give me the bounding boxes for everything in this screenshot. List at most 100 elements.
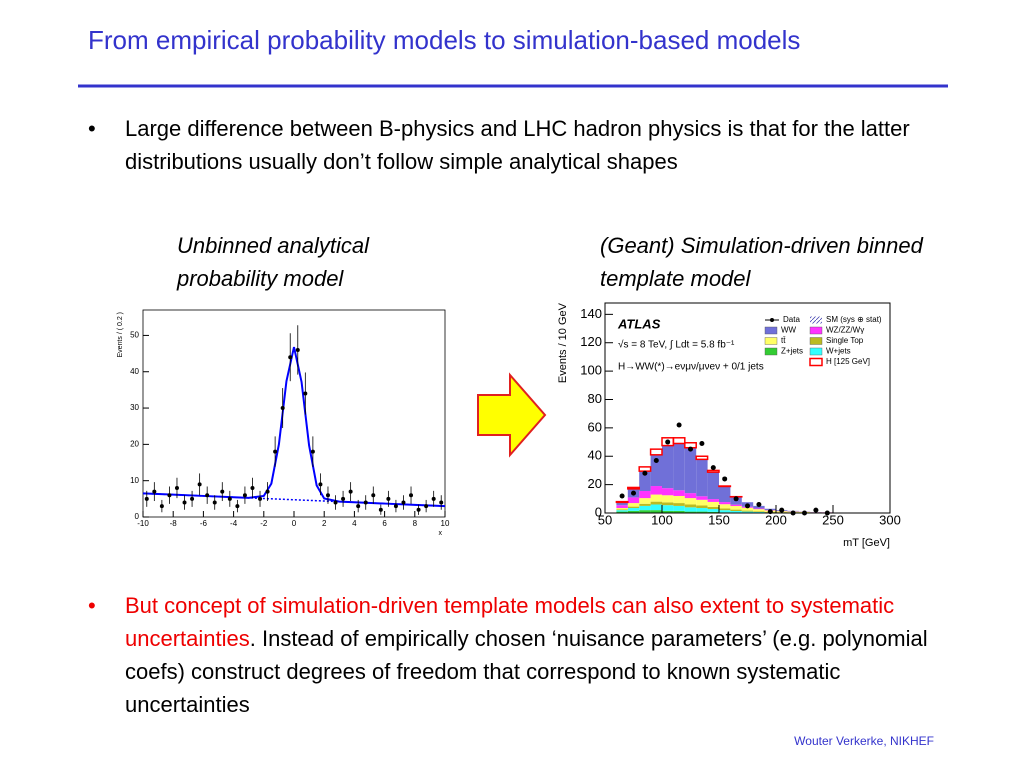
data-point: [401, 500, 406, 505]
x-tick-label: 300: [879, 512, 901, 527]
fit-curve: [142, 346, 446, 508]
histogram-bar: [650, 454, 662, 487]
data-point: [159, 504, 164, 509]
x-tick-label: -8: [170, 519, 178, 528]
x-tick-label: 50: [598, 512, 612, 527]
x-tick-label: -2: [260, 519, 268, 528]
histogram-bar: [639, 503, 651, 506]
histogram-bar: [639, 510, 651, 513]
histogram-bar: [684, 498, 697, 505]
histogram-bar: [730, 509, 742, 512]
histogram-bar: [684, 511, 697, 513]
legend-swatch: [809, 357, 823, 367]
legend-swatch: [764, 326, 778, 335]
histogram-bar: [706, 469, 720, 473]
histogram-bar: [753, 508, 765, 510]
data-point: [733, 496, 739, 502]
histogram-bar: [730, 506, 742, 510]
legend-label: SM (sys ⊕ stat): [826, 315, 882, 324]
histogram-bar: [707, 511, 719, 513]
data-point: [280, 406, 285, 411]
data-point: [710, 465, 716, 471]
data-point: [265, 489, 270, 494]
histogram-bar: [753, 505, 765, 509]
data-point: [779, 507, 785, 513]
histogram-bar: [662, 502, 674, 506]
legend-label: Z+jets: [781, 347, 803, 356]
data-point: [393, 504, 398, 509]
data-point: [242, 493, 247, 498]
histogram-bar: [616, 509, 628, 511]
histogram-bar: [639, 471, 651, 492]
y-tick-label: 20: [130, 439, 139, 448]
y-tick-label: 60: [588, 419, 602, 434]
histogram-bar: [696, 496, 708, 500]
data-point: [310, 449, 315, 454]
data-point: [341, 496, 346, 501]
x-tick-label: 100: [651, 512, 673, 527]
x-tick-label: 150: [708, 512, 730, 527]
legend-marker: [810, 316, 822, 324]
legend-label: Single Top: [826, 336, 864, 345]
annotation: H→WW(*)→eνμν/μνeν + 0/1 jets: [618, 362, 764, 373]
histogram-bar: [707, 472, 719, 500]
y-tick-label: 10: [130, 476, 139, 485]
bullet-dot: •: [88, 593, 96, 618]
x-tick-label: 8: [413, 519, 418, 528]
x-tick-label: 250: [822, 512, 844, 527]
data-point: [235, 504, 240, 509]
y-tick-label: 30: [130, 403, 139, 412]
bullet-text-rest: . Instead of empirically chosen ‘nuisanc…: [125, 626, 928, 717]
bullet-dot: •: [88, 116, 96, 141]
bullet-text: But concept of simulation-driven templat…: [125, 589, 948, 721]
histogram-bar: [616, 508, 628, 510]
histogram-bar: [719, 504, 731, 509]
data-point: [220, 489, 225, 494]
legend-swatch: [809, 347, 823, 356]
x-axis-label: mT [GeV]: [843, 537, 890, 549]
data-point: [295, 347, 300, 352]
histogram-bar: [684, 493, 697, 499]
data-point: [824, 510, 830, 516]
bullet: • But concept of simulation-driven templa…: [88, 589, 948, 721]
slide-title: From empirical probability models to sim…: [88, 25, 801, 55]
data-point: [167, 493, 172, 498]
caption: Unbinned analytical probability model: [177, 233, 370, 291]
data-point: [182, 500, 187, 505]
data-point: [144, 496, 149, 501]
histogram-bar: [627, 510, 640, 513]
histogram-bar: [684, 447, 697, 494]
data-point: [767, 509, 773, 515]
histogram-bar: [649, 448, 663, 456]
data-point: [205, 493, 210, 498]
data-point: [790, 510, 796, 516]
x-tick-label: 10: [441, 519, 450, 528]
histogram-bar: [730, 504, 742, 507]
data-point: [416, 507, 421, 512]
histogram-bar: [707, 506, 719, 510]
y-axis-label: Events / 10 GeV: [557, 302, 569, 383]
bullet: • Large difference between B-physics and …: [88, 112, 948, 178]
x-tick-label: -6: [200, 519, 208, 528]
data-point: [813, 507, 819, 513]
histogram-bar: [696, 508, 708, 512]
histogram-bar: [616, 510, 628, 512]
legend-swatch: [764, 347, 778, 356]
y-tick-label: 0: [595, 504, 602, 519]
histogram-bar: [673, 503, 685, 506]
bullet-text: Large difference between B-physics and L…: [125, 116, 910, 174]
histogram-bar: [627, 503, 640, 507]
histogram-bar: [662, 505, 674, 511]
histogram-bar: [684, 504, 697, 508]
histogram-bar: [673, 495, 685, 504]
histogram-bar: [639, 498, 651, 504]
histogram-bar: [673, 490, 685, 496]
histogram-bar: [673, 505, 685, 511]
y-tick-label: 50: [130, 331, 139, 340]
data-point: [653, 458, 659, 463]
data-point: [676, 422, 682, 428]
data-point: [802, 510, 807, 516]
data-point: [688, 446, 693, 452]
